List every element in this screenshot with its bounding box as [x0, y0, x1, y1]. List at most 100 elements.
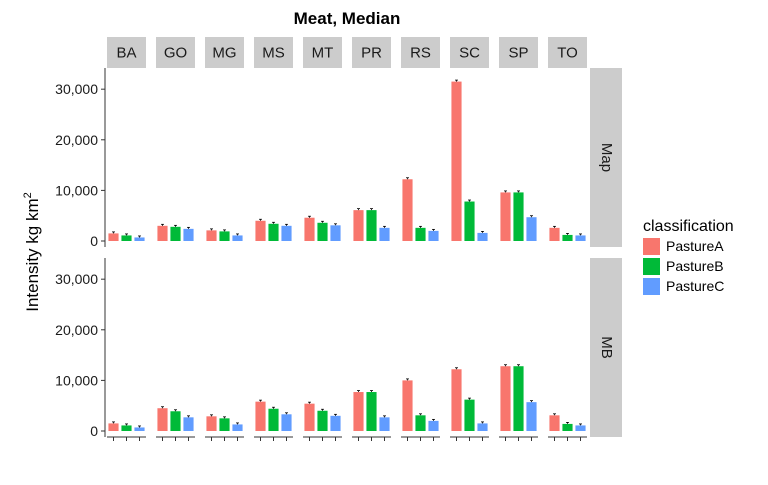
y-tick-label-mb-3: 30,000 [55, 271, 98, 287]
bar-mb-sc-pasturea [451, 369, 462, 431]
facet-strip-go [156, 37, 195, 68]
facet-label-go: GO [164, 45, 187, 62]
facet-label-ms: MS [262, 45, 285, 62]
legend: classification PastureA PastureB PastureC [643, 218, 734, 295]
bar-mb-ba-pastureb [121, 425, 132, 431]
bar-mb-mg-pastureb [219, 418, 230, 431]
svg-text:Intensity kg km2: Intensity kg km2 [22, 192, 42, 312]
facet-label-mt: MT [312, 45, 334, 62]
bar-map-pr-pasturea [353, 210, 364, 241]
bar-mb-mt-pasturea [304, 403, 315, 431]
facet-strip-mt [303, 37, 342, 68]
chart-title: Meat, Median [294, 9, 401, 28]
bar-map-to-pastureb [562, 234, 573, 241]
bar-map-mg-pastureb [219, 231, 230, 241]
bar-map-ba-pastureb [121, 235, 132, 241]
bar-mb-pr-pasturea [353, 392, 364, 431]
y-axis-title: Intensity kg km2 [22, 192, 42, 312]
bar-mb-go-pastureb [170, 411, 181, 431]
bar-mb-pr-pasturec [379, 417, 390, 431]
bar-mb-sc-pasturec [477, 423, 488, 431]
bar-mb-to-pastureb [562, 423, 573, 431]
facet-strip-rs [401, 37, 440, 68]
bar-map-ba-pasturea [108, 233, 119, 241]
bar-mb-ms-pastureb [268, 408, 279, 431]
facet-strip-mg [205, 37, 244, 68]
bar-map-mt-pasturea [304, 217, 315, 241]
bar-map-rs-pasturec [428, 230, 439, 241]
bar-mb-mt-pastureb [317, 410, 328, 431]
facet-strip-to [548, 37, 587, 68]
bar-mb-sp-pastureb [513, 366, 524, 431]
facet-strip-pr [352, 37, 391, 68]
chart-panels [108, 79, 586, 431]
bar-map-ms-pasturea [255, 220, 266, 241]
column-strips: BA GO MG MS MT PR RS SC SP TO [107, 37, 587, 68]
bar-map-sp-pasturea [500, 192, 511, 241]
bar-mb-mg-pasturec [232, 424, 243, 431]
facet-label-pr: PR [361, 45, 382, 62]
bar-map-rs-pasturea [402, 179, 413, 241]
facet-label-rs: RS [410, 45, 431, 62]
bar-map-to-pasturea [549, 227, 560, 241]
bar-map-to-pasturec [575, 235, 586, 241]
bar-map-sc-pasturec [477, 232, 488, 241]
bar-map-go-pasturec [183, 228, 194, 241]
bar-mb-mt-pasturec [330, 415, 341, 431]
bar-map-mt-pastureb [317, 222, 328, 241]
bar-map-sc-pasturea [451, 81, 462, 241]
bar-map-ba-pasturec [134, 237, 145, 241]
facet-label-ba: BA [116, 45, 136, 62]
bar-map-ms-pastureb [268, 223, 279, 241]
bar-map-pr-pasturec [379, 227, 390, 241]
bar-map-ms-pasturec [281, 225, 292, 241]
facet-label-to: TO [557, 45, 578, 62]
facet-label-sc: SC [459, 45, 480, 62]
legend-label-pasturec: PastureC [666, 278, 724, 294]
bar-mb-ba-pasturea [108, 423, 119, 431]
bar-mb-to-pasturec [575, 425, 586, 431]
facet-strip-sp [499, 37, 538, 68]
bar-mb-mg-pasturea [206, 416, 217, 431]
y-tick-label-mb-1: 10,000 [55, 372, 98, 388]
bar-map-mg-pasturea [206, 230, 217, 241]
bar-map-mg-pasturec [232, 235, 243, 241]
row-label-mb: MB [598, 336, 615, 359]
y-tick-label-mb-2: 20,000 [55, 322, 98, 338]
bar-map-go-pastureb [170, 226, 181, 241]
bar-map-mt-pasturec [330, 225, 341, 241]
bar-map-sp-pasturec [526, 217, 537, 241]
y-tick-label-map-1: 10,000 [55, 182, 98, 198]
y-axis-title-superscript: 2 [22, 192, 34, 198]
bar-mb-sp-pasturec [526, 402, 537, 431]
bar-mb-ba-pasturec [134, 427, 145, 431]
bar-mb-go-pasturea [157, 408, 168, 431]
bar-mb-pr-pastureb [366, 392, 377, 431]
bar-mb-rs-pastureb [415, 415, 426, 431]
bar-map-pr-pastureb [366, 210, 377, 241]
y-tick-label-mb-0: 0 [90, 423, 98, 439]
bar-map-sp-pastureb [513, 192, 524, 241]
facet-label-sp: SP [508, 45, 528, 62]
legend-label-pasturea: PastureA [666, 238, 724, 254]
row-strips: Map MB [590, 68, 622, 437]
bar-map-sc-pastureb [464, 201, 475, 241]
y-axes: 0 10,000 20,000 30,000 0 10,000 20,000 30,000 [55, 68, 106, 439]
x-axis [107, 436, 587, 441]
legend-key-pasturec [643, 278, 660, 295]
bar-mb-sc-pastureb [464, 399, 475, 431]
legend-key-pasturea [643, 238, 660, 255]
facet-strip-sc [450, 37, 489, 68]
bar-mb-ms-pasturec [281, 414, 292, 431]
bar-mb-rs-pasturea [402, 380, 413, 431]
bar-mb-rs-pasturec [428, 420, 439, 431]
y-tick-label-map-3: 30,000 [55, 81, 98, 97]
legend-label-pastureb: PastureB [666, 258, 724, 274]
row-strip-mb [590, 258, 622, 437]
y-tick-label-map-2: 20,000 [55, 132, 98, 148]
bar-map-go-pasturea [157, 225, 168, 241]
bar-mb-go-pasturec [183, 417, 194, 431]
bar-mb-ms-pasturea [255, 401, 266, 431]
